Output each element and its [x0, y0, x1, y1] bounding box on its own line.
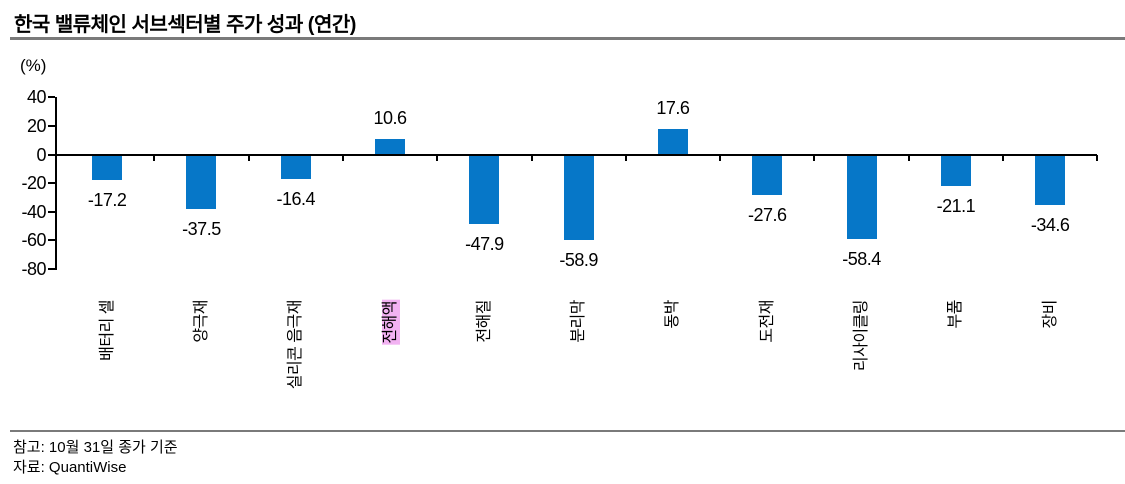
- x-axis-tick: [247, 155, 250, 161]
- y-axis-line: [55, 96, 57, 270]
- y-axis-tick-label: 0: [36, 144, 46, 165]
- bar: [846, 155, 877, 240]
- x-axis-tick: [530, 155, 533, 161]
- x-axis-label-highlighted: 전해액: [381, 300, 400, 345]
- x-axis-tick: [1002, 155, 1004, 161]
- bar-value-label: -37.5: [182, 219, 221, 240]
- x-axis-label: 동박: [664, 300, 682, 329]
- bar-value-label: -27.6: [747, 205, 787, 226]
- bar-value-label: -17.2: [87, 190, 127, 211]
- bar: [92, 155, 123, 181]
- bar: [1035, 155, 1066, 206]
- bar: [563, 155, 594, 240]
- x-axis-tick: [907, 155, 910, 161]
- y-axis-tick-label: 40: [26, 87, 47, 108]
- source-note: 자료: QuantiWise: [13, 459, 127, 476]
- y-axis-tick-label: -20: [21, 173, 46, 194]
- bar-value-label: 10.6: [373, 107, 408, 128]
- bar-value-label: -16.4: [276, 189, 316, 209]
- x-axis-label: 도전재: [758, 300, 776, 343]
- bar-value-label: -58.4: [842, 249, 881, 270]
- bar-value-label: -34.6: [1030, 215, 1070, 236]
- x-axis-label: 배터리 셀: [98, 300, 116, 361]
- bar: [752, 155, 783, 196]
- bar: [186, 155, 217, 210]
- x-axis-label: 장비: [1041, 300, 1059, 329]
- footer-divider: [10, 430, 1125, 432]
- chart-title: 한국 밸류체인 서브섹터별 주가 성과 (연간): [14, 14, 356, 36]
- bar: [657, 128, 688, 154]
- bar: [940, 155, 971, 186]
- x-axis-tick: [1096, 155, 1099, 161]
- x-axis-tick: [813, 155, 816, 161]
- x-axis-tick: [436, 155, 439, 161]
- title-divider: [10, 37, 1125, 40]
- x-axis-tick: [624, 155, 627, 161]
- bar-value-label: -58.9: [559, 249, 598, 270]
- x-axis-label: 양극재: [192, 300, 210, 343]
- y-axis-tick-label: -80: [21, 259, 46, 280]
- x-axis-label: 전해질: [475, 300, 493, 343]
- y-axis-tick-label: -40: [21, 201, 46, 222]
- x-axis-label: 부품: [947, 300, 965, 329]
- y-axis-tick: [48, 239, 55, 242]
- bar-value-label: -47.9: [465, 234, 504, 255]
- y-axis-tick-label: -60: [21, 230, 46, 251]
- bar-value-label: -21.1: [936, 195, 976, 216]
- y-axis-tick: [48, 182, 55, 185]
- y-axis-tick: [48, 153, 55, 156]
- y-axis-tick-label: 20: [26, 115, 47, 136]
- x-axis-label: 분리막: [570, 300, 588, 343]
- y-axis-unit-label: (%): [20, 56, 47, 75]
- y-axis-tick: [48, 268, 55, 271]
- y-axis-tick: [48, 210, 55, 213]
- x-axis-tick: [153, 155, 156, 161]
- y-axis-tick: [48, 124, 55, 127]
- x-axis-tick: [341, 155, 344, 161]
- footnote: 참고: 10월 31일 종가 기준: [13, 439, 178, 456]
- bar: [469, 155, 500, 225]
- x-axis-label: 리사이클링: [853, 300, 871, 372]
- bar: [280, 155, 311, 179]
- x-axis-label: 실리콘 음극재: [287, 300, 305, 390]
- x-axis-tick: [719, 155, 722, 161]
- y-axis-tick: [48, 96, 55, 99]
- bar-value-label: 17.6: [656, 97, 690, 118]
- x-axis-line: [55, 153, 1097, 156]
- bar: [375, 138, 406, 154]
